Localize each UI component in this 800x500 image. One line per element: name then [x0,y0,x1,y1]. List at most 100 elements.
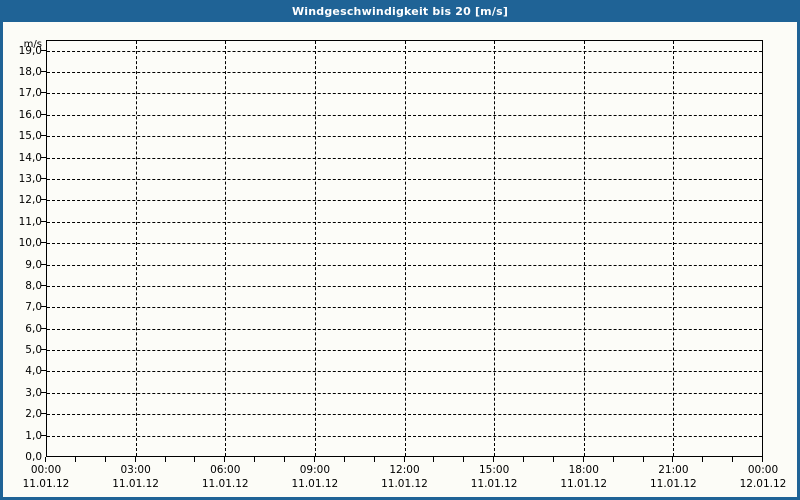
y-axis-tick-label: 9,0 [25,258,42,271]
x-axis-tick-mark [74,457,76,462]
x-axis-tick-time: 18:00 [568,464,599,476]
vertical-gridline [404,41,406,456]
y-axis-tick-label: 2,0 [25,408,42,421]
x-axis-tick-mark [702,457,704,462]
x-axis-tick-mark [254,457,256,462]
x-axis-tick-mark [164,457,166,462]
x-axis-tick-date: 11.01.12 [201,478,249,490]
y-axis-tick-mark [41,113,46,115]
y-axis-unit-label: m/s [23,39,42,50]
y-axis-tick-mark [41,284,46,286]
x-axis-tick-date: 11.01.12 [649,478,697,490]
x-axis-tick-label: 06:00 11.01.12 [180,463,270,491]
x-axis-tick-mark [313,457,315,462]
y-axis-tick-mark [41,349,46,351]
y-axis-tick-mark [41,327,46,329]
x-axis-tick-time: 21:00 [658,464,689,476]
x-axis-tick-time: 03:00 [120,464,151,476]
vertical-gridline [673,41,675,456]
x-axis-tick-mark [343,457,345,462]
x-axis-tick-mark [672,457,674,462]
y-axis-tick-label: 5,0 [25,344,42,357]
x-axis-tick-mark [194,457,196,462]
x-axis-tick-date: 11.01.12 [22,478,70,490]
y-axis-tick-mark [41,306,46,308]
x-axis-tick-mark [45,457,46,462]
y-axis-tick-mark [41,220,46,222]
y-axis-tick-label: 18,0 [18,66,42,79]
x-axis-tick-mark [134,457,136,462]
x-axis-tick-mark [762,457,763,462]
x-axis-tick-label: 09:00 11.01.12 [270,463,360,491]
y-axis-tick-label: 8,0 [25,279,42,292]
x-axis-tick-mark [612,457,614,462]
y-axis-tick-label: 17,0 [18,87,42,100]
vertical-gridline [314,41,316,456]
vertical-gridline [494,41,496,456]
y-axis-tick-mark [41,242,46,244]
y-axis-tick-label: 19,0 [18,44,42,57]
x-axis-tick-mark [433,457,435,462]
x-axis-tick-time: 15:00 [478,464,510,476]
x-axis-tick-mark [373,457,375,462]
x-axis-tick-mark [582,457,584,462]
y-axis-tick-label: 6,0 [25,322,42,335]
y-axis-tick-label: 7,0 [25,301,42,314]
y-axis-tick-label: 1,0 [25,429,42,442]
x-axis-tick-label: 12:00 11.01.12 [360,463,450,491]
x-axis-tick-mark [552,457,554,462]
chart-title-bar: Windgeschwindigkeit bis 20 [m/s] [0,0,800,22]
vertical-gridline [135,41,137,456]
vertical-gridline [583,41,585,456]
x-axis-tick-time: 09:00 [299,464,330,476]
y-axis-tick-label: 0,0 [25,451,42,463]
x-axis-tick-labels: 00:00 11.01.12 03:00 11.01.12 06:00 11.01.12 0… [3,458,800,500]
x-axis-tick-label: 00:00 11.01.12 [1,463,91,491]
x-axis-tick-date: 12.01.12 [739,478,787,490]
y-axis-tick-label: 13,0 [18,173,42,185]
y-axis-tick-label: 14,0 [18,151,42,164]
x-axis-tick-mark [642,457,644,462]
vertical-gridline [225,41,227,456]
y-axis-tick-mark [41,263,46,265]
y-axis-tick-label: 12,0 [18,194,42,207]
y-axis-tick-mark [41,199,46,201]
y-axis-tick-mark [41,370,46,372]
y-axis-tick-label: 4,0 [25,365,42,378]
x-axis-tick-date: 11.01.12 [470,478,518,490]
x-axis-tick-label: 03:00 11.01.12 [91,463,181,491]
y-axis-tick-mark [41,71,46,73]
x-axis-tick-date: 11.01.12 [381,478,428,490]
y-axis-tick-label: 3,0 [25,386,42,399]
x-axis-tick-mark [403,457,405,462]
page-title: Windgeschwindigkeit bis 20 [m/s] [291,4,509,18]
x-axis-tick-time: 00:00 [30,464,62,476]
y-axis-tick-mark [41,434,46,436]
y-axis-tick-mark [41,156,46,158]
x-axis-tick-mark [104,457,106,462]
x-axis-tick-time: 12:00 [389,464,420,476]
y-axis-tick-label: 10,0 [18,237,42,250]
x-axis-tick-date: 11.01.12 [112,478,159,490]
x-axis-tick-mark [493,457,495,462]
x-axis-tick-label: 15:00 11.01.12 [449,463,539,491]
y-axis-tick-mark [41,92,46,94]
y-axis-tick-label: 15,0 [18,130,42,143]
y-axis-tick-label: 11,0 [18,215,42,228]
x-axis-tick-label: 21:00 11.01.12 [628,463,718,491]
x-axis-tick-mark [224,457,226,462]
x-axis-tick-mark [732,457,734,462]
y-axis-tick-mark [41,391,46,393]
x-axis-tick-time: 00:00 [747,464,779,476]
x-axis-tick-date: 11.01.12 [291,478,339,490]
y-axis-tick-mark [41,135,46,137]
x-axis-tick-mark [463,457,465,462]
y-axis-tick-mark [41,178,46,179]
x-axis-tick-label: 00:00 12.01.12 [718,463,800,491]
y-axis-tick-mark [41,413,46,415]
y-axis-tick-mark [41,49,46,51]
x-axis-tick-label: 18:00 11.01.12 [539,463,629,491]
x-axis-tick-time: 06:00 [210,464,241,476]
x-axis-tick-mark [523,457,524,462]
